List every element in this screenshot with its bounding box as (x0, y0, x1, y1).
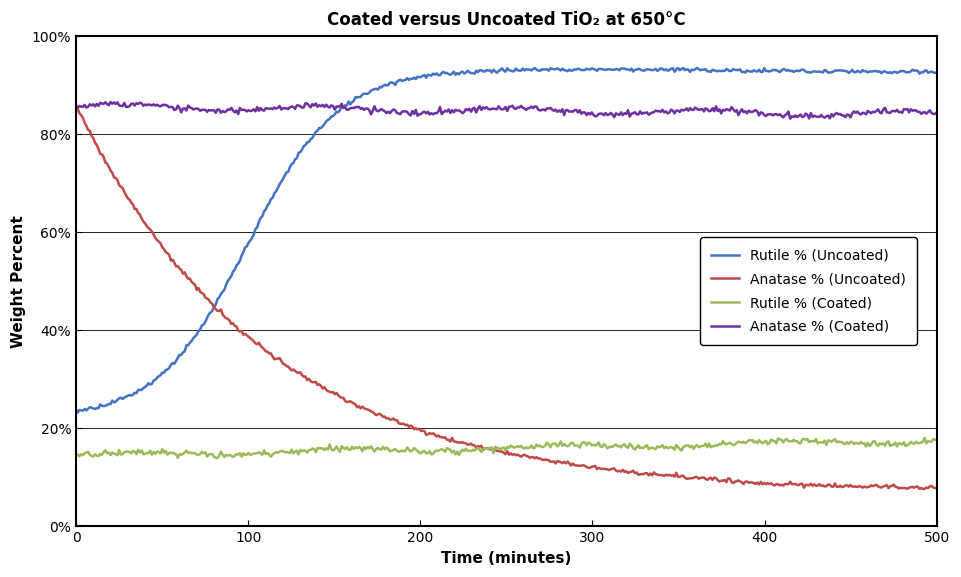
Anatase % (Coated) (480, 104, 492, 111)
Rutile % (Coated) (912, 440, 924, 447)
Rutile % (Coated) (480, 445, 492, 452)
Anatase % (Uncoated) (914, 486, 925, 493)
Anatase % (Coated) (105, 99, 116, 106)
Rutile % (Uncoated) (931, 69, 943, 76)
Rutile % (Uncoated) (584, 66, 596, 73)
Anatase % (Coated) (538, 106, 550, 113)
Anatase % (Uncoated) (484, 446, 496, 453)
Rutile % (Coated) (584, 440, 596, 447)
X-axis label: Time (minutes): Time (minutes) (441, 551, 572, 566)
Anatase % (Coated) (914, 108, 925, 115)
Anatase % (Uncoated) (480, 444, 491, 451)
Anatase % (Uncoated) (910, 483, 922, 490)
Anatase % (Uncoated) (70, 101, 82, 108)
Rutile % (Uncoated) (779, 66, 791, 73)
Legend: Rutile % (Uncoated), Anatase % (Uncoated), Rutile % (Coated), Anatase % (Coated): Rutile % (Uncoated), Anatase % (Uncoated… (700, 238, 917, 345)
Rutile % (Coated) (931, 436, 943, 443)
Anatase % (Coated) (584, 111, 596, 118)
Rutile % (Uncoated) (538, 66, 550, 73)
Rutile % (Uncoated) (70, 406, 82, 413)
Y-axis label: Weight Percent: Weight Percent (12, 215, 26, 348)
Rutile % (Coated) (777, 439, 789, 446)
Rutile % (Coated) (70, 452, 82, 459)
Rutile % (Coated) (538, 443, 550, 450)
Anatase % (Uncoated) (931, 485, 943, 492)
Line: Anatase % (Coated): Anatase % (Coated) (76, 102, 937, 119)
Rutile % (Uncoated) (914, 70, 925, 77)
Title: Coated versus Uncoated TiO₂ at 650°C: Coated versus Uncoated TiO₂ at 650°C (327, 11, 686, 29)
Anatase % (Uncoated) (536, 456, 548, 463)
Anatase % (Coated) (486, 106, 498, 113)
Rutile % (Uncoated) (486, 69, 498, 76)
Anatase % (Coated) (777, 114, 789, 121)
Anatase % (Uncoated) (582, 464, 594, 471)
Rutile % (Uncoated) (480, 66, 492, 73)
Line: Rutile % (Coated): Rutile % (Coated) (76, 438, 937, 458)
Rutile % (Coated) (211, 455, 223, 462)
Line: Rutile % (Uncoated): Rutile % (Uncoated) (76, 68, 937, 413)
Line: Anatase % (Uncoated): Anatase % (Uncoated) (76, 104, 937, 489)
Rutile % (Uncoated) (72, 409, 84, 416)
Anatase % (Coated) (784, 115, 796, 122)
Anatase % (Uncoated) (776, 481, 787, 488)
Rutile % (Uncoated) (691, 65, 702, 72)
Anatase % (Coated) (931, 109, 943, 116)
Rutile % (Coated) (486, 444, 498, 451)
Anatase % (Coated) (70, 104, 82, 111)
Rutile % (Coated) (919, 434, 930, 441)
